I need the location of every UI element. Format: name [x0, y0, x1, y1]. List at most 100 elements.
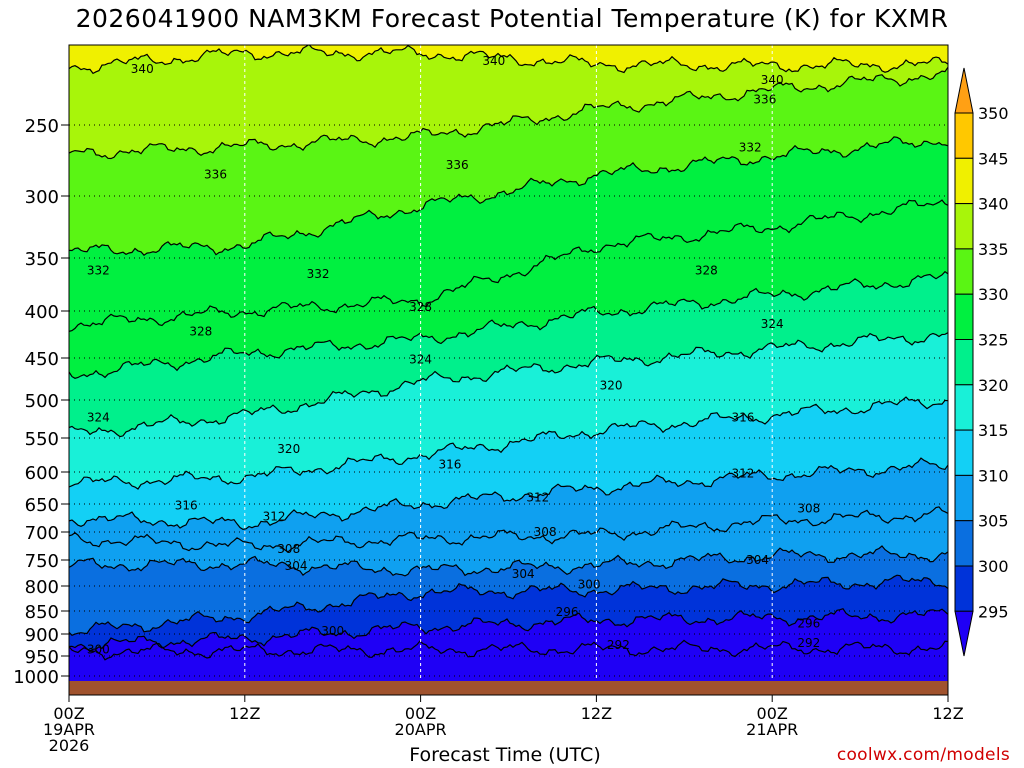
y-tick-label: 800	[25, 577, 59, 598]
contour-label: 312	[731, 466, 754, 480]
colorbar-label: 300	[978, 557, 1009, 576]
contour-label: 328	[695, 264, 718, 278]
contour-label: 320	[277, 442, 300, 456]
contour-line-336	[69, 66, 948, 160]
contour-label: 316	[438, 458, 461, 472]
colorbar-label: 295	[978, 602, 1009, 621]
contour-label: 340	[761, 73, 784, 87]
x-tick-label: 21APR	[746, 720, 798, 739]
contour-label: 308	[277, 542, 300, 556]
contour-label: 328	[409, 300, 432, 314]
colorbar-label: 315	[978, 421, 1009, 440]
contour-label: 316	[731, 410, 754, 424]
colorbar-swatch	[954, 339, 974, 386]
y-tick-label: 850	[25, 602, 59, 623]
contour-line-304	[69, 545, 948, 577]
contour-label: 324	[409, 353, 432, 367]
y-axis: 2503003504004505005506006507007508008509…	[13, 116, 69, 688]
contour-label: 312	[526, 491, 549, 505]
x-tick-label: 00Z	[757, 704, 788, 723]
colorbar-swatch	[954, 474, 974, 522]
contour-line-300	[69, 574, 948, 637]
contour-label: 308	[797, 501, 820, 515]
contour-line-328	[69, 199, 948, 332]
colorbar-label: 320	[978, 376, 1009, 395]
x-tick-label: 2026	[49, 736, 90, 755]
x-tick-label: 12Z	[581, 704, 612, 723]
contour-label: 332	[307, 267, 330, 281]
y-tick-label: 650	[25, 495, 59, 516]
contour-label: 304	[746, 553, 769, 567]
contour-line-332	[69, 136, 948, 256]
contour-label: 328	[189, 325, 212, 339]
contour-label: 292	[797, 636, 820, 650]
y-tick-label: 1000	[13, 667, 59, 688]
colorbar-label: 305	[978, 512, 1009, 531]
contour-label: 296	[556, 605, 579, 619]
x-tick-label: 19APR	[43, 720, 95, 739]
y-tick-label: 550	[25, 429, 59, 450]
contour-label: 300	[87, 642, 110, 656]
colorbar-max-arrow	[954, 67, 974, 114]
colorbar-label: 325	[978, 331, 1009, 350]
colorbar-swatch	[954, 384, 974, 431]
colorbar-label: 335	[978, 240, 1009, 259]
contour-line-312	[69, 457, 948, 531]
contour-line-308	[69, 506, 948, 553]
contour-label: 324	[87, 410, 110, 424]
contour-label: 292	[607, 638, 630, 652]
chart-title: 2026041900 NAM3KM Forecast Potential Tem…	[75, 4, 949, 33]
y-tick-label: 500	[25, 391, 59, 412]
contour-label: 316	[175, 499, 198, 513]
contour-label: 336	[753, 92, 776, 106]
plot-frame	[68, 44, 949, 696]
ground-strip	[69, 681, 948, 695]
colorbar-swatch	[954, 157, 974, 205]
y-tick-label: 400	[25, 302, 59, 323]
y-tick-label: 750	[25, 551, 59, 572]
contour-lines	[69, 45, 948, 661]
contour-labels: 340 340 340 336 336 336 332 332 332 328 328 328 324 3…	[87, 54, 820, 656]
contour-line-320	[69, 332, 948, 438]
y-tick-label: 950	[25, 647, 59, 668]
y-tick-label: 450	[25, 349, 59, 370]
x-tick-label: 20APR	[395, 720, 447, 739]
contour-label: 300	[578, 577, 601, 591]
contour-line-296	[69, 607, 948, 653]
colorbar-swatch	[954, 293, 974, 341]
colorbar-swatch	[954, 203, 974, 250]
y-tick-label: 350	[25, 249, 59, 270]
contour-label: 340	[131, 62, 154, 76]
contour-label: 324	[761, 317, 784, 331]
source-credit: coolwx.com/models	[836, 745, 1010, 765]
x-tick-label: 00Z	[53, 704, 84, 723]
contour-label: 304	[512, 567, 535, 581]
contour-line-316	[69, 396, 948, 490]
contour-line-340	[69, 45, 948, 75]
x-tick-label: 12Z	[229, 704, 260, 723]
contour-label: 336	[204, 168, 227, 182]
y-tick-label: 900	[25, 625, 59, 646]
colorbar-label: 340	[978, 195, 1009, 214]
contour-label: 332	[87, 264, 110, 278]
contour-label: 300	[321, 624, 344, 638]
colorbar-swatch	[954, 565, 974, 612]
contour-label: 296	[797, 616, 820, 630]
colorbar-swatch	[954, 112, 974, 159]
contour-label: 312	[263, 509, 286, 523]
contour-label: 332	[739, 141, 762, 155]
y-tick-label: 250	[25, 116, 59, 137]
colorbar-min-arrow	[954, 610, 974, 657]
colorbar: 295 300 305 310 315 320 325 330 335 340 345 350	[954, 67, 1009, 657]
fill-band	[69, 45, 948, 159]
y-tick-label: 300	[25, 187, 59, 208]
x-axis-label: Forecast Time (UTC)	[409, 744, 601, 766]
y-tick-label: 700	[25, 523, 59, 544]
colorbar-swatch	[954, 520, 974, 567]
colorbar-label: 330	[978, 285, 1009, 304]
contour-label: 304	[285, 559, 308, 573]
x-tick-label: 00Z	[405, 704, 436, 723]
y-tick-label: 600	[25, 463, 59, 484]
